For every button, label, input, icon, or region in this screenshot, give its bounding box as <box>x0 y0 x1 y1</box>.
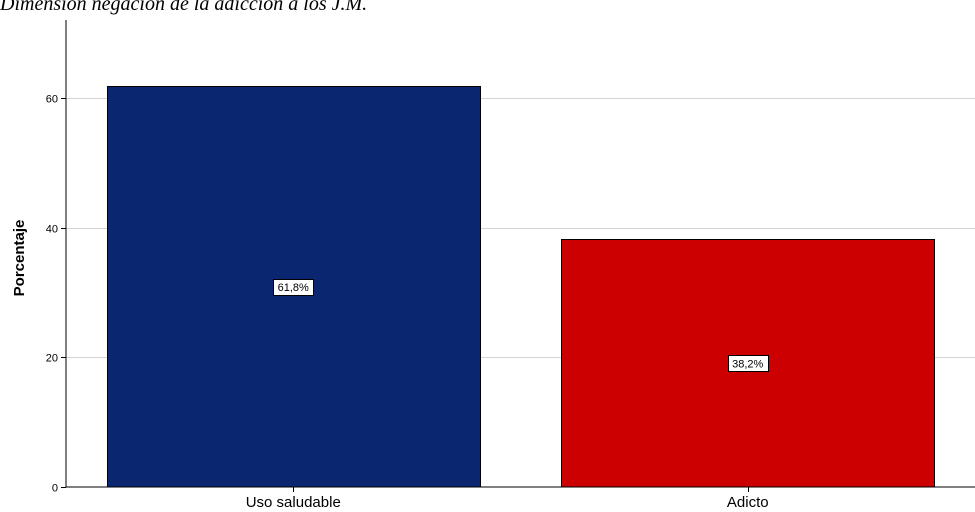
data-label-text: 61,8% <box>278 282 309 294</box>
y-tick-label: 0 <box>52 483 58 495</box>
data-label-box <box>728 355 769 372</box>
chart-title: Dimensión negación de la adicción a los … <box>0 0 367 15</box>
data-label-box <box>273 279 314 296</box>
y-tick-labels: 0 20 40 60 <box>46 94 66 495</box>
data-label-text: 38,2% <box>732 358 763 370</box>
data-label: 38,2% <box>728 355 769 372</box>
y-tick-label: 20 <box>46 353 58 365</box>
bars <box>107 86 935 488</box>
y-tick-label: 60 <box>46 94 58 106</box>
data-label: 61,8% <box>273 279 314 296</box>
x-tick-label: Uso saludable <box>246 494 341 511</box>
y-tick-label: 40 <box>46 224 58 236</box>
x-tick-label: Adicto <box>727 494 769 511</box>
y-axis-title: Porcentaje <box>11 220 28 297</box>
x-tick-labels: Uso saludable Adicto <box>246 487 769 511</box>
data-labels: 61,8% 38,2% <box>273 279 769 372</box>
